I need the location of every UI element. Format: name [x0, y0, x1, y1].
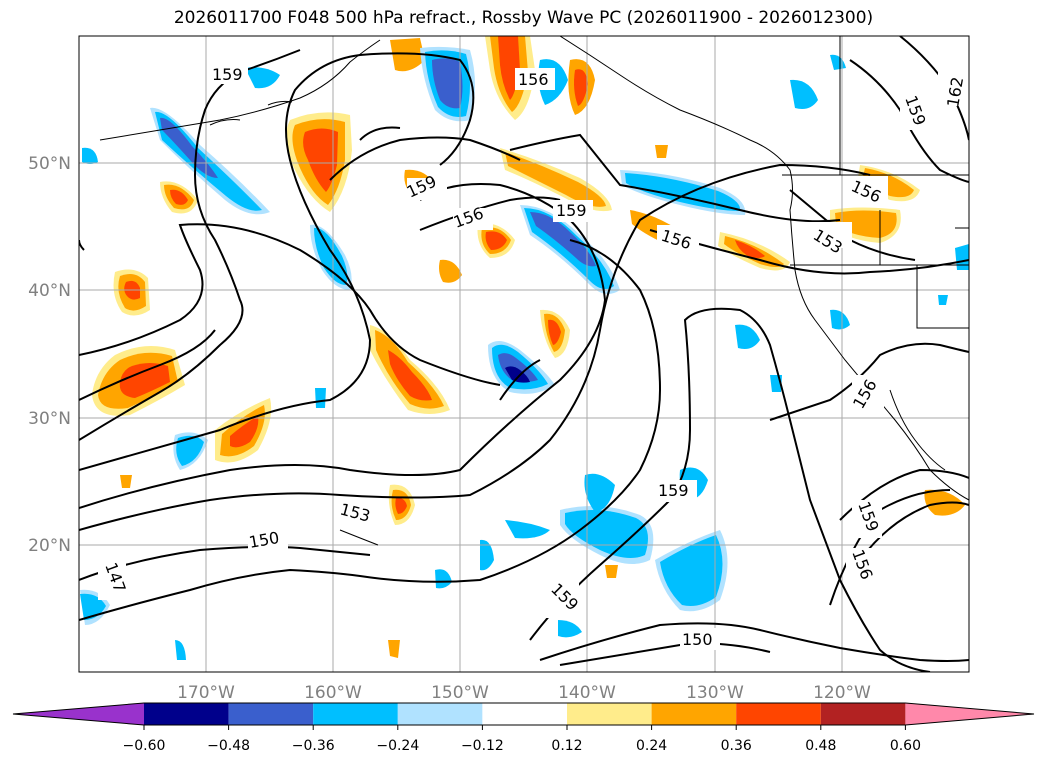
colorbar-tick-label: 0.12	[551, 738, 582, 754]
lon-label: 160°W	[304, 683, 362, 703]
colorbar-segment	[228, 703, 314, 725]
colorbar-tick-label: −0.12	[461, 738, 504, 754]
colorbar-segment	[820, 703, 906, 725]
map-frame	[78, 35, 970, 673]
colorbar-tick-label: 0.36	[721, 738, 752, 754]
lon-label: 150°W	[431, 683, 489, 703]
contour-labels: 159 156 162 159 159 156 159 156 156 153 …	[98, 62, 967, 650]
colorbar-tick-label: 0.24	[636, 738, 667, 754]
colorbar-tick-label: −0.60	[123, 738, 166, 754]
map-title: 2026011700 F048 500 hPa refract., Rossby…	[173, 8, 874, 28]
contour-label-159: 159	[556, 201, 587, 220]
colorbar-tick-label: −0.48	[207, 738, 250, 754]
map-area: 159 156 162 159 159 156 159 156 156 153 …	[79, 36, 969, 672]
colorbar-segment	[144, 703, 229, 725]
lat-label: 40°N	[28, 281, 71, 301]
contour-label-150: 150	[682, 630, 713, 649]
colorbar: −0.60 −0.48 −0.36 −0.24 −0.12 0.12 0.24 …	[12, 702, 1035, 754]
colorbar-segment	[567, 703, 652, 725]
lon-label: 170°W	[177, 683, 235, 703]
lon-label: 140°W	[558, 683, 616, 703]
colorbar-tick-label: 0.60	[890, 738, 921, 754]
colorbar-tick-label: −0.24	[376, 738, 419, 754]
colorbar-tick-label: 0.48	[805, 738, 836, 754]
lat-label: 30°N	[28, 409, 71, 429]
positive-anomaly-shading	[92, 36, 965, 658]
colorbar-segment	[736, 703, 821, 725]
colorbar-tick-label: −0.36	[292, 738, 335, 754]
latitude-labels: 50°N 40°N 30°N 20°N	[28, 154, 71, 556]
gridlines	[79, 36, 969, 672]
lat-label: 50°N	[28, 154, 71, 174]
negative-anomaly-shading	[80, 46, 969, 660]
contour-label-156: 156	[518, 70, 549, 89]
coastlines	[99, 36, 969, 546]
colorbar-extend-high	[905, 703, 1034, 725]
colorbar-segment	[651, 703, 737, 725]
contour-label-159: 159	[212, 65, 243, 84]
colorbar-extend-low	[13, 703, 144, 725]
lon-label: 130°W	[686, 683, 744, 703]
contour-label-159: 159	[658, 481, 689, 500]
colorbar-segment	[313, 703, 398, 725]
height-contours	[79, 36, 969, 672]
lon-label: 120°W	[813, 683, 871, 703]
colorbar-tick-marks	[143, 725, 906, 730]
longitude-labels: 170°W 160°W 150°W 140°W 130°W 120°W	[177, 683, 871, 703]
colorbar-segment	[397, 703, 483, 725]
colorbar-segment	[482, 703, 567, 725]
lat-label: 20°N	[28, 536, 71, 556]
